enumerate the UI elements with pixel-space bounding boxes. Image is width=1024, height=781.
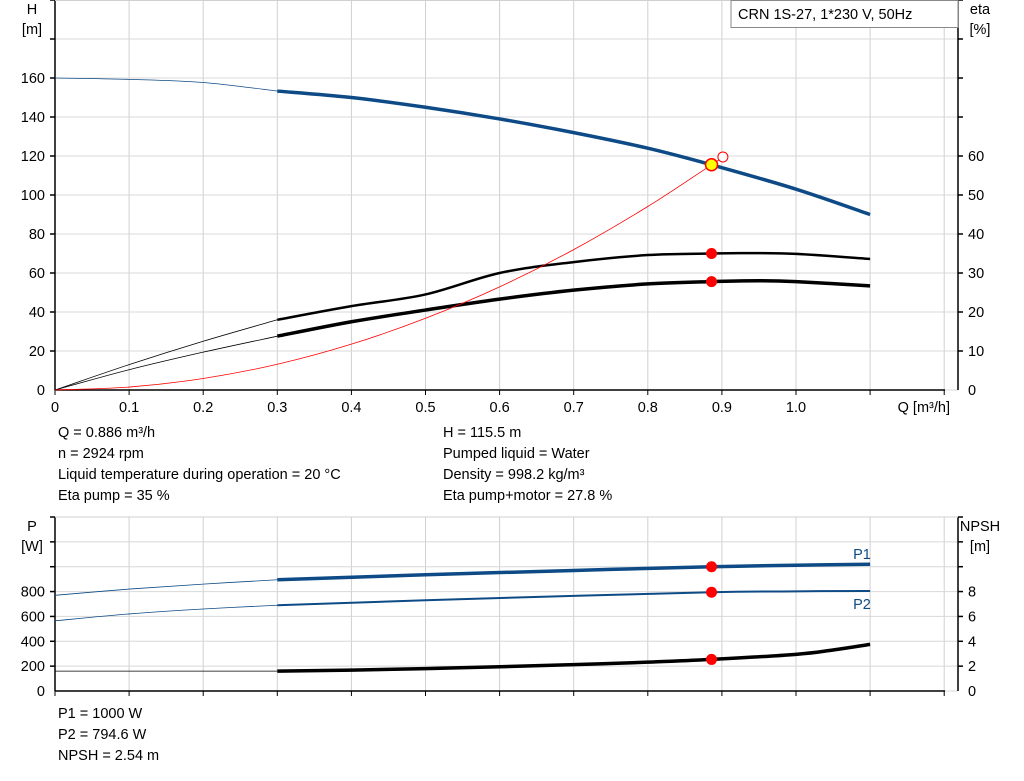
info-temperature: Liquid temperature during operation = 20… — [58, 467, 341, 483]
y-tick-label-right: 10 — [968, 344, 984, 360]
operating-marker-npsh — [706, 653, 718, 665]
y-tick-label-right: 60 — [968, 149, 984, 165]
y-tick-label-right: 0 — [968, 383, 976, 399]
y-tick-label-right: 40 — [968, 227, 984, 243]
series-label-p1: P1 — [853, 547, 871, 563]
x-tick-label: 0.7 — [564, 400, 584, 416]
y-tick-label-right: 50 — [968, 188, 984, 204]
info-npsh: NPSH = 2.54 m — [58, 748, 160, 764]
legend-title: CRN 1S-27, 1*230 V, 50Hz — [738, 7, 912, 23]
y-tick-label-left: 100 — [21, 188, 45, 204]
info-p1: P1 = 1000 W — [58, 706, 143, 722]
legend-box — [730, 0, 959, 28]
operating-marker-p1 — [706, 561, 718, 573]
info-top-left: Q = 0.886 m³/h n = 2924 rpm Liquid tempe… — [58, 423, 341, 507]
x-tick-label: 0.8 — [638, 400, 658, 416]
x-tick-label: 1.0 — [786, 400, 806, 416]
series-label-p2: P2 — [853, 597, 871, 613]
series-head — [277, 89, 871, 217]
info-eta-pump-motor: Eta pump+motor = 27.8 % — [443, 488, 613, 504]
y-tick-label-left: 20 — [29, 344, 45, 360]
info-bottom: P1 = 1000 W P2 = 794.6 W NPSH = 2.54 m — [58, 704, 159, 767]
series-system — [54, 157, 723, 391]
y-axis-unit-right: [%] — [970, 22, 991, 38]
y-tick-label-right: 4 — [968, 634, 976, 650]
series-p1 — [277, 562, 871, 582]
x-tick-label: 0.6 — [490, 400, 510, 416]
y-tick-label-right: 0 — [968, 684, 976, 700]
x-tick-label: 0.1 — [119, 400, 139, 416]
y-axis-label-left: P — [27, 519, 37, 535]
y-axis-label-right: eta — [970, 2, 991, 18]
series-eta_pump_motor-thin — [54, 335, 278, 391]
series-p1-thin — [54, 579, 278, 596]
operating-marker-p2 — [706, 586, 718, 598]
y-tick-label-right: 2 — [968, 659, 976, 675]
series-eta_pump_motor — [276, 279, 871, 338]
info-speed: n = 2924 rpm — [58, 446, 144, 462]
y-tick-label-left: 400 — [21, 634, 45, 650]
y-tick-label-left: 120 — [21, 149, 45, 165]
x-tick-label: 0.2 — [193, 400, 213, 416]
series-head-thin — [54, 77, 278, 92]
y-tick-label-left: 40 — [29, 305, 45, 321]
x-tick-label: 0.5 — [415, 400, 435, 416]
open-marker — [717, 151, 729, 163]
y-axis-unit-left: [m] — [22, 22, 42, 38]
y-tick-label-right: 6 — [968, 609, 976, 625]
y-tick-label-right: 20 — [968, 305, 984, 321]
y-axis-label-left: H — [27, 2, 37, 18]
x-tick-label: 0.9 — [712, 400, 732, 416]
x-axis-label: Q [m³/h] — [898, 400, 950, 416]
info-p2: P2 = 794.6 W — [58, 727, 147, 743]
y-tick-label-left: 0 — [37, 684, 45, 700]
y-tick-label-right: 30 — [968, 266, 984, 282]
series-p2-thin — [54, 604, 278, 622]
info-eta-pump: Eta pump = 35 % — [58, 488, 170, 504]
info-top-right: H = 115.5 m Pumped liquid = Water Densit… — [443, 423, 612, 507]
info-liquid: Pumped liquid = Water — [443, 446, 590, 462]
y-axis-unit-left: [W] — [21, 539, 43, 555]
series-eta_pump — [277, 251, 871, 322]
y-axis-unit-right: [m] — [970, 539, 990, 555]
info-head: H = 115.5 m — [443, 425, 522, 441]
series-eta_pump-thin — [54, 319, 278, 391]
y-tick-label-left: 0 — [37, 383, 45, 399]
y-tick-label-left: 200 — [21, 659, 45, 675]
y-tick-label-left: 60 — [29, 266, 45, 282]
y-tick-label-left: 600 — [21, 609, 45, 625]
y-tick-label-left: 140 — [21, 110, 45, 126]
y-tick-label-left: 800 — [21, 585, 45, 601]
duty-point — [704, 158, 719, 172]
series-npsh — [277, 642, 871, 673]
x-tick-label: 0.4 — [341, 400, 361, 416]
info-flow: Q = 0.886 m³/h — [58, 425, 156, 441]
operating-marker — [706, 248, 718, 259]
operating-marker — [706, 276, 718, 288]
x-tick-label: 0.3 — [267, 400, 287, 416]
series-p2 — [277, 589, 871, 607]
x-tick-label: 0 — [51, 400, 59, 416]
y-tick-label-right: 8 — [968, 585, 976, 601]
y-axis-label-right: NPSH — [960, 519, 1000, 535]
y-tick-label-left: 160 — [21, 71, 45, 87]
info-density: Density = 998.2 kg/m³ — [443, 467, 585, 483]
y-tick-label-left: 80 — [29, 227, 45, 243]
